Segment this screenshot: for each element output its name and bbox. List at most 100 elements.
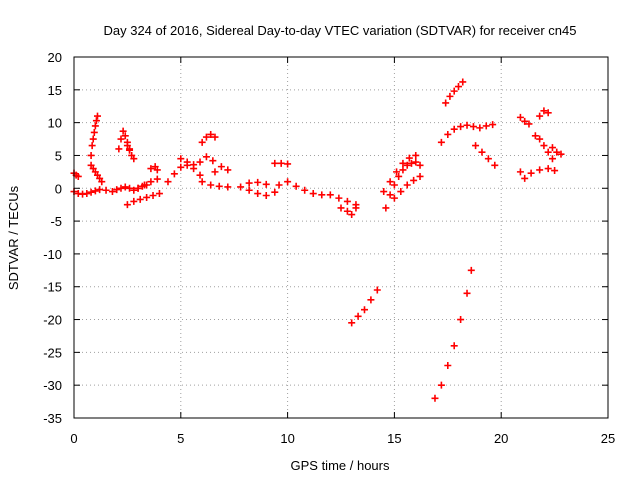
data-point <box>360 306 368 314</box>
data-point <box>190 161 198 169</box>
data-point <box>416 161 424 169</box>
data-point <box>96 186 104 194</box>
data-point <box>224 166 232 174</box>
data-point <box>271 188 279 196</box>
data-point <box>326 191 334 199</box>
y-tick-label: -15 <box>43 280 62 295</box>
data-point <box>412 158 420 166</box>
x-tick-label: 0 <box>70 431 77 446</box>
data-point <box>140 181 148 189</box>
data-point <box>271 159 279 167</box>
data-point <box>478 148 486 156</box>
data-point <box>198 178 206 186</box>
y-tick-label: -20 <box>43 313 62 328</box>
series-seg29 <box>516 113 533 128</box>
series-seg32 <box>536 107 552 120</box>
data-point <box>91 122 99 130</box>
data-point <box>337 204 345 212</box>
data-point <box>147 178 155 186</box>
data-point <box>463 289 471 297</box>
data-point <box>416 172 424 180</box>
data-point <box>183 158 191 166</box>
series-seg16 <box>237 183 279 199</box>
y-tick-label: 0 <box>55 181 62 196</box>
data-point <box>91 187 99 195</box>
data-point <box>521 174 529 182</box>
data-point <box>143 193 151 201</box>
data-point <box>153 166 161 174</box>
data-point <box>130 197 138 205</box>
data-point <box>237 183 245 191</box>
data-point <box>126 184 134 192</box>
series-seg13 <box>198 130 219 146</box>
data-point <box>123 201 131 209</box>
data-point <box>390 181 398 189</box>
data-point <box>343 197 351 205</box>
data-point <box>540 107 548 115</box>
data-point <box>123 142 131 150</box>
series-seg28 <box>472 142 499 169</box>
data-point <box>196 158 204 166</box>
data-point <box>211 133 219 141</box>
series-seg23 <box>380 151 420 196</box>
data-point <box>211 168 219 176</box>
x-tick-label: 20 <box>494 431 508 446</box>
series-seg3 <box>87 112 101 159</box>
data-point <box>463 121 471 129</box>
data-point <box>525 120 533 128</box>
data-point <box>117 184 125 192</box>
data-point <box>544 109 552 117</box>
data-point <box>88 142 96 150</box>
data-point <box>450 125 458 133</box>
data-point <box>536 112 544 120</box>
plot-frame <box>73 56 609 419</box>
data-point <box>207 130 215 138</box>
data-point <box>202 133 210 141</box>
data-point <box>484 155 492 163</box>
data-point <box>442 99 450 107</box>
y-tick-label: -5 <box>50 214 62 229</box>
data-point <box>354 312 362 320</box>
data-point <box>491 161 499 169</box>
data-point <box>444 130 452 138</box>
grid <box>74 57 608 418</box>
y-tick-label: -30 <box>43 378 62 393</box>
data-point <box>489 121 497 129</box>
y-tick-label: 10 <box>48 116 62 131</box>
data-point <box>348 319 356 327</box>
data-point <box>450 342 458 350</box>
data-point <box>557 150 565 158</box>
data-point <box>102 186 110 194</box>
data-point <box>245 179 253 187</box>
series-seg34 <box>548 144 565 158</box>
data-point <box>98 178 106 186</box>
data-point <box>164 178 172 186</box>
data-point <box>544 148 552 156</box>
data-point <box>367 296 375 304</box>
data-point <box>207 181 215 189</box>
data-point <box>536 135 544 143</box>
data-point <box>74 172 82 180</box>
data-point <box>476 124 484 132</box>
data-point <box>215 182 223 190</box>
series-seg8 <box>123 190 163 209</box>
series-seg20 <box>337 204 360 219</box>
series-seg18 <box>271 159 292 168</box>
data-point <box>301 186 309 194</box>
x-tick-label: 25 <box>601 431 615 446</box>
data-point <box>373 286 381 294</box>
data-point <box>262 191 270 199</box>
data-point <box>83 190 91 198</box>
series-seg4 <box>87 161 106 186</box>
series-seg27 <box>437 121 497 146</box>
data-point <box>108 188 116 196</box>
series-seg25 <box>431 266 475 402</box>
data-point <box>380 188 388 196</box>
data-point <box>386 191 394 199</box>
series-seg12 <box>177 153 217 169</box>
data-point <box>170 170 178 178</box>
data-point <box>382 204 390 212</box>
data-point <box>405 154 413 162</box>
data-point <box>516 113 524 121</box>
